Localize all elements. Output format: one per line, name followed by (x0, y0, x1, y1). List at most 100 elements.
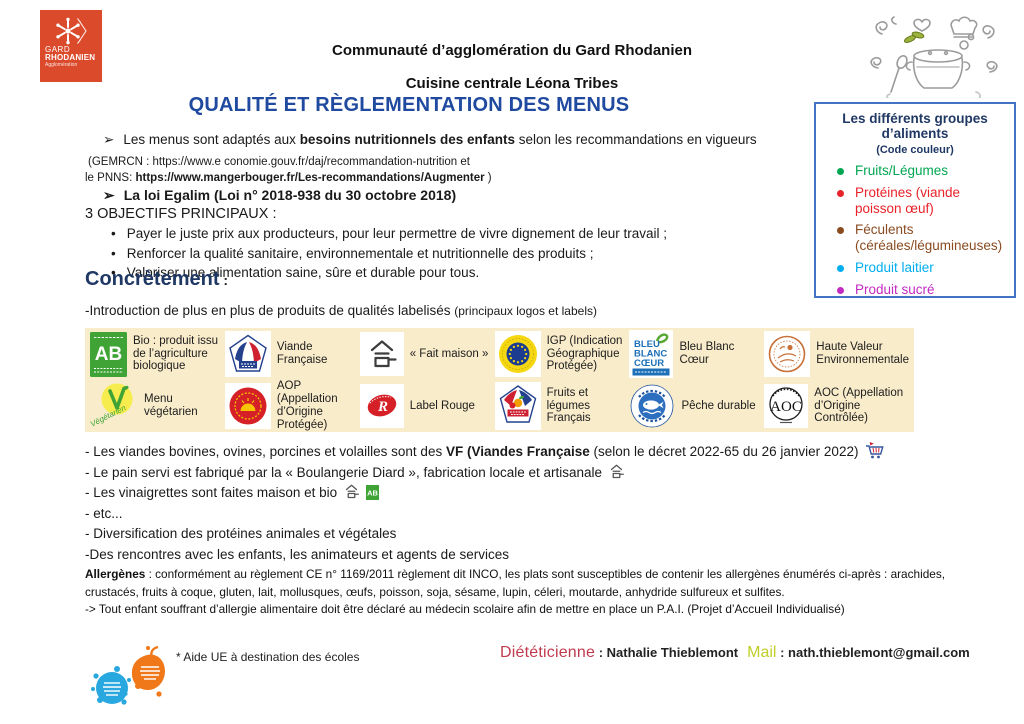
food-group-label: Féculents (céréales/légumineuses) (855, 222, 1003, 254)
food-groups-title: Les différents groupes d’aliments (842, 111, 988, 141)
eu-aid-note: * Aide UE à destination des écoles (176, 650, 360, 664)
igp-eu-logo (494, 331, 541, 377)
label-cell-viande-francaise: Viande Française (222, 328, 357, 380)
food-group-item: Produit laitier (824, 260, 1006, 276)
food-group-item: Fruits/Légumes (824, 163, 1006, 179)
page-title: QUALITÉ ET RÈGLEMENTATION DES MENUS (188, 94, 630, 116)
fait-maison-icon (345, 484, 360, 499)
objective-item: • Renforcer la qualité sanitaire, environ… (111, 245, 594, 261)
cooking-pot-illustration (860, 6, 1012, 103)
dietitian-name: Nathalie Thieblemont (606, 645, 739, 660)
aoc-logo: AOC (764, 384, 809, 428)
dietitian-contact-line: Diététicienne : Nathalie Thieblemont Mail… (500, 644, 970, 661)
color-dot (837, 265, 844, 273)
food-groups-list: Fruits/Légumes Protéines (viande poisson… (824, 163, 1006, 298)
detail-line-vinaigrettes: - Les vinaigrettes sont faites maison et… (85, 484, 380, 500)
egalim-law-line: ➢ La loi Egalim (Loi n° 2018-938 du 30 o… (85, 187, 815, 204)
menu-vegetarien-logo: Végétarien (90, 381, 138, 431)
logo-text-gard: GARD (45, 45, 71, 54)
cooking-pot-icon (870, 16, 998, 100)
gard-rhodanien-logo: GARD RHODANIEN Agglomération (40, 10, 102, 82)
color-dot (837, 287, 844, 295)
gard-star-icon (56, 17, 87, 45)
label-cell-bio: AB Bio : produit issu de l’agriculture b… (87, 328, 222, 380)
label-rouge-logo: R (359, 384, 404, 428)
detail-line-etc: - etc... (85, 505, 123, 521)
food-groups-panel: Les différents groupes d’aliments (Code … (814, 102, 1016, 298)
detail-line-rencontres: -Des rencontres avec les enfants, les an… (85, 546, 509, 562)
aop-logo (224, 383, 271, 429)
label-cell-aop: AOP (Appellation d’Origine Protégée) (222, 380, 357, 432)
quality-labels-table: AB Bio : produit issu de l’agriculture b… (85, 328, 914, 432)
svg-text:CŒUR: CŒUR (634, 358, 664, 369)
label-cell-fruits-legumes-francais: Fruits et légumes Français (492, 380, 627, 432)
bleu-blanc-coeur-logo: BLEU BLANC CŒUR (629, 330, 674, 378)
svg-text:AB: AB (367, 489, 378, 498)
fruits-lait-ecole-icon (91, 645, 165, 705)
dietitian-label: Diététicienne (500, 644, 596, 661)
mail-label: Mail (747, 644, 777, 661)
detail-line-diversification: - Diversification des protéines animales… (85, 526, 397, 541)
pai-note: -> Tout enfant souffrant d’allergie alim… (85, 602, 845, 616)
objective-item: • Payer le juste prix aux producteurs, po… (111, 226, 667, 241)
food-group-label: Protéines (viande poisson œuf) (855, 184, 961, 216)
svg-text:R: R (377, 399, 388, 415)
arrow-bullet: ➢ (103, 187, 115, 203)
bullet: • (111, 265, 116, 280)
label-cell-bleu-blanc-coeur: BLEU BLANC CŒUR Bleu Blanc Cœur (626, 328, 761, 380)
label-cell-peche-durable: Pêche durable (626, 380, 761, 432)
allergens-paragraph: Allergènes : conformément au règlement C… (85, 566, 959, 619)
bullet: • (111, 226, 116, 241)
kitchen-title: Cuisine centrale Léona Tribes (405, 75, 619, 92)
details-list: - Les viandes bovines, ovines, porcines … (85, 441, 895, 565)
logo-text-agglomeration: Agglomération (45, 61, 78, 68)
food-group-label: Fruits/Légumes (855, 162, 949, 178)
logo-text-rhodanien: RHODANIEN (45, 53, 96, 63)
food-group-label: Produit laitier (855, 260, 934, 276)
fruits-legumes-francais-logo (494, 382, 541, 430)
label-cell-fait-maison: « Fait maison » (357, 328, 492, 380)
pnns-reference: le PNNS: https://www.mangerbouger.fr/Les… (85, 172, 492, 184)
labels-intro-note: -Introduction de plus en plus de produit… (85, 303, 597, 318)
objectives-list: • Payer le juste prix aux producteurs, po… (85, 226, 815, 285)
food-groups-subtitle: (Code couleur) (876, 143, 954, 156)
svg-text:BLEU: BLEU (634, 339, 660, 350)
bullet: • (111, 245, 116, 261)
svg-text:BLANC: BLANC (634, 348, 667, 359)
gemrcn-reference: (GEMRCN : https://www.e conomie.gouv.fr/… (88, 156, 470, 168)
food-group-label: Produit sucré (855, 282, 935, 298)
label-cell-igp: IGP (Indication Géographique Protégée) (492, 328, 627, 380)
ab-bio-small-icon: AB (366, 485, 380, 500)
mail-address: nath.thieblemont@gmail.com (788, 645, 970, 660)
food-group-item: Féculents (céréales/légumineuses) (824, 222, 1006, 254)
detail-line-pain: - Le pain servi est fabriqué par la « Bo… (85, 463, 895, 484)
objectives-heading: 3 OBJECTIFS PRINCIPAUX : (85, 206, 277, 222)
eu-school-program-logo (86, 644, 168, 723)
color-dot (837, 189, 844, 197)
food-group-item: Protéines (viande poisson œuf) (824, 185, 1006, 217)
viande-francaise-cart-icon (866, 442, 885, 459)
allergens-title: Allergènes (85, 567, 146, 581)
label-cell-aoc: AOC AOC (Appellation d’Origine Contrôlée… (761, 380, 912, 432)
label-cell-menu-vegetarien: Végétarien Menu végétarien (87, 380, 222, 432)
fait-maison-logo (359, 332, 404, 376)
svg-text:AB: AB (95, 344, 122, 365)
menus-adapted-line: ➢ Les menus sont adaptés aux besoins nut… (85, 132, 815, 148)
pnns-url: https://www.mangerbouger.fr/Les-recomman… (135, 172, 485, 184)
concretement-heading: Concrètement : (85, 268, 229, 290)
food-group-item: Produit sucré (824, 282, 1006, 298)
egalim-law-text: La loi Egalim (Loi n° 2018-938 du 30 oct… (123, 187, 457, 203)
color-dot (837, 167, 844, 175)
ab-bio-logo: AB (90, 331, 127, 377)
label-cell-label-rouge: R Label Rouge (357, 380, 492, 432)
color-dot (837, 227, 844, 235)
fait-maison-icon (610, 464, 624, 478)
viande-francaise-logo (224, 331, 271, 377)
hve-logo (764, 331, 811, 377)
menus-adapted-text: Les menus sont adaptés aux besoins nutri… (123, 132, 757, 147)
label-cell-hve: Haute Valeur Environnementale (761, 328, 912, 380)
peche-durable-logo (629, 383, 675, 429)
svg-text:AOC: AOC (770, 399, 802, 415)
detail-line-viandes: - Les viandes bovines, ovines, porcines … (85, 441, 895, 463)
